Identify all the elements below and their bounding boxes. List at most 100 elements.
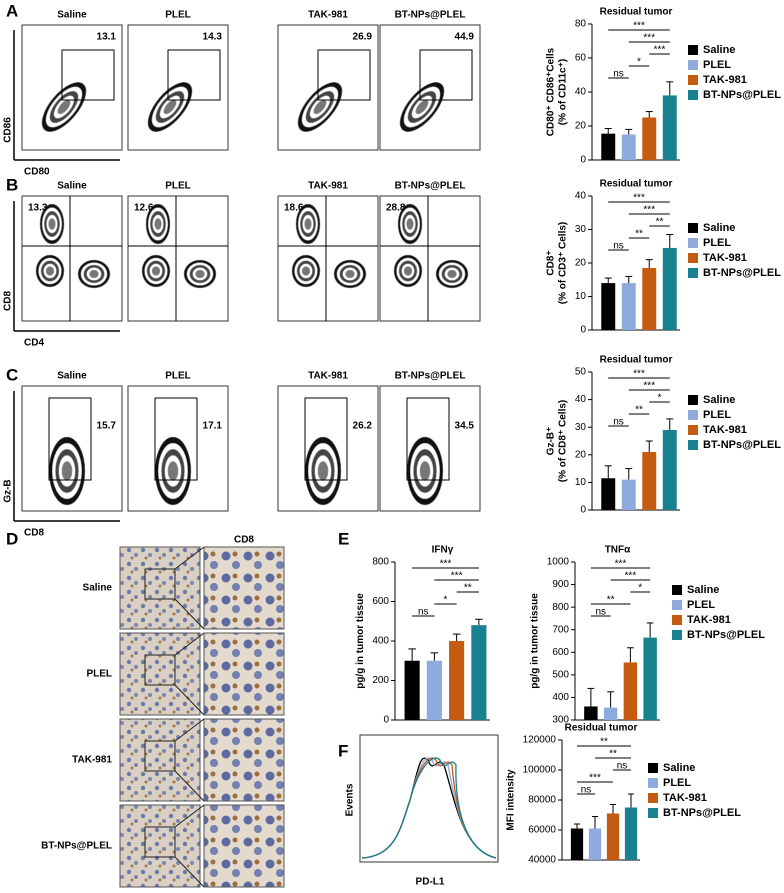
significance-label: *** [633, 21, 645, 32]
sample-label: TAK-981 [308, 10, 348, 21]
flow-x-label: CD4 [24, 338, 44, 349]
flow-x-label: CD8 [24, 528, 44, 539]
sample-label: Saline [57, 10, 87, 21]
contour [304, 218, 312, 230]
contour [61, 461, 73, 481]
bar [601, 133, 616, 160]
flow-y-label: CD8 [3, 291, 14, 311]
legend-swatch [672, 600, 682, 610]
sample-label: Saline [57, 181, 87, 192]
gate-percent: 28.8 [386, 203, 406, 214]
legend-label: BT-NPs@PLEL [703, 89, 781, 101]
y-axis-label: (% of CD3⁺ Cells) [558, 222, 569, 305]
significance-label: * [638, 583, 642, 594]
panel-letter: D [6, 529, 18, 548]
bar [621, 283, 636, 330]
contour [301, 266, 311, 276]
contour [317, 461, 329, 481]
legend-swatch [648, 808, 658, 818]
gate [304, 397, 348, 481]
y-tick-label: 100000 [523, 765, 557, 776]
bar [603, 707, 618, 720]
significance-label: * [637, 57, 641, 68]
legend-swatch [648, 778, 658, 788]
significance-label: ** [609, 749, 617, 760]
zoom-box [144, 740, 176, 772]
legend-swatch [688, 238, 698, 248]
legend-swatch [648, 763, 658, 773]
y-tick-label: 10 [575, 477, 587, 488]
histogram-x-label: PD-L1 [416, 877, 445, 888]
sample-label: BT-NPs@PLEL [395, 371, 466, 382]
legend-label: BT-NPs@PLEL [687, 629, 765, 641]
significance-label: ns [613, 69, 624, 80]
gate [48, 397, 92, 481]
gate-percent: 17.1 [203, 421, 223, 432]
y-tick-label: 800 [552, 602, 569, 613]
y-tick-label: 80 [575, 19, 587, 30]
legend-swatch [688, 395, 698, 405]
gate-percent: 26.2 [353, 421, 373, 432]
contour [415, 99, 429, 115]
flow-y-label: CD86 [3, 117, 14, 143]
legend-label: BT-NPs@PLEL [703, 267, 781, 279]
gate [317, 49, 371, 101]
contour [45, 266, 55, 276]
bar [643, 637, 657, 720]
y-tick-label: 900 [552, 579, 569, 590]
legend-label: PLEL [663, 777, 691, 789]
gate-percent: 15.7 [97, 421, 117, 432]
y-tick-label: 0 [580, 505, 586, 516]
legend-label: PLEL [703, 59, 731, 71]
gate-percent: 13.1 [97, 32, 117, 43]
contour [447, 269, 457, 279]
y-tick-label: 1000 [547, 557, 570, 568]
bar [606, 813, 620, 860]
contour [313, 99, 327, 115]
legend-label: Saline [703, 394, 735, 406]
legend-label: PLEL [687, 599, 715, 611]
zoom-line [174, 684, 205, 716]
bar [642, 452, 657, 510]
bar [601, 283, 616, 330]
significance-label: *** [625, 571, 637, 582]
y-axis-label: CD8⁺ [546, 250, 557, 275]
contour [406, 218, 414, 230]
legend-label: Saline [703, 222, 735, 234]
significance-label: *** [633, 369, 645, 380]
legend-swatch [688, 90, 698, 100]
y-tick-label: 40 [575, 87, 587, 98]
significance-label: *** [440, 559, 452, 570]
zoom-line [174, 718, 205, 742]
flow-plot [21, 195, 123, 322]
y-tick-label: 20 [575, 121, 587, 132]
y-tick-label: 40 [575, 191, 587, 202]
y-tick-label: 600 [372, 596, 389, 607]
sample-label: TAK-981 [308, 181, 348, 192]
legend-swatch [688, 223, 698, 233]
significance-label: *** [615, 559, 627, 570]
y-axis-label: Gz-B⁺ [546, 427, 557, 456]
histogram-frame [359, 734, 499, 863]
y-axis-label: pg/g in tumor tissue [530, 593, 541, 689]
significance-label: ns [418, 607, 429, 618]
significance-label: *** [643, 205, 655, 216]
ihc-title: CD8 [234, 535, 254, 546]
legend-label: PLEL [703, 237, 731, 249]
flow-y-label: Gz-B [3, 479, 14, 502]
zoom-box [144, 568, 176, 600]
bar [662, 95, 677, 160]
sample-label: BT-NPs@PLEL [395, 181, 466, 192]
legend-label: TAK-981 [663, 792, 707, 804]
y-tick-label: 700 [552, 624, 569, 635]
contour [419, 461, 431, 481]
gate-percent: 12.6 [134, 203, 154, 214]
significance-label: ** [656, 217, 664, 228]
y-tick-label: 0 [383, 715, 389, 726]
bar [404, 660, 420, 720]
flow-x-label: CD80 [24, 167, 50, 178]
significance-label: ns [613, 241, 624, 252]
significance-label: ns [595, 607, 606, 618]
significance-label: ** [635, 405, 643, 416]
sample-label: Saline [57, 371, 87, 382]
